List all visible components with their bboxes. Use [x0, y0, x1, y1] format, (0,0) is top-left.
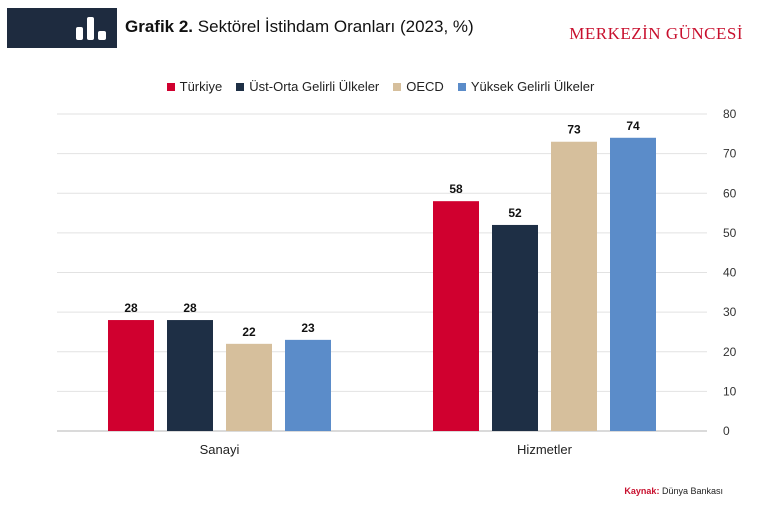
chart-legend: Türkiye Üst-Orta Gelirli Ülkeler OECD Yü…: [0, 79, 761, 94]
legend-label: OECD: [406, 79, 444, 94]
source-note: Kaynak: Dünya Bankası: [624, 486, 723, 496]
source-label: Kaynak:: [624, 486, 660, 496]
y-tick-label: 0: [723, 424, 730, 438]
legend-label: Üst-Orta Gelirli Ülkeler: [249, 79, 380, 94]
data-label: 22: [242, 325, 256, 339]
data-label: 73: [567, 123, 581, 137]
category-label: Hizmetler: [517, 442, 573, 457]
legend-label: Yüksek Gelirli Ülkeler: [470, 79, 595, 94]
data-label: 28: [183, 301, 197, 315]
bar: [226, 343, 272, 431]
page-title: Grafik 2. Sektörel İstihdam Oranları (20…: [125, 17, 474, 37]
data-label: 58: [449, 182, 463, 196]
y-tick-label: 70: [723, 147, 737, 161]
legend-swatch: [393, 82, 402, 91]
legend-swatch: [166, 82, 175, 91]
legend-swatch: [457, 82, 466, 91]
bar: [610, 137, 656, 431]
legend-item-upper-middle-income: Üst-Orta Gelirli Ülkeler: [236, 79, 379, 94]
y-tick-label: 30: [723, 305, 737, 319]
source-text: Dünya Bankası: [661, 486, 723, 496]
data-label: 28: [124, 301, 138, 315]
y-tick-label: 60: [723, 186, 737, 200]
bar: [492, 224, 538, 431]
chart-logo-box: [7, 8, 117, 48]
y-tick-label: 40: [723, 266, 737, 280]
y-tick-label: 10: [723, 384, 737, 398]
y-tick-label: 80: [723, 107, 737, 121]
bar: [285, 339, 331, 431]
y-tick-label: 20: [723, 345, 737, 359]
y-tick-label: 50: [723, 226, 737, 240]
data-label: 52: [508, 206, 522, 220]
bar-chart-icon: [76, 17, 106, 40]
legend-label: Türkiye: [179, 79, 223, 94]
bar: [551, 141, 597, 432]
legend-swatch: [236, 82, 245, 91]
bar: [167, 320, 213, 431]
bar: [433, 201, 479, 431]
brand-logo: MERKEZİN GÜNCESİ: [569, 24, 743, 43]
legend-item-high-income: Yüksek Gelirli Ülkeler: [457, 79, 595, 94]
bar: [108, 320, 154, 431]
data-label: 23: [301, 321, 315, 335]
legend-item-oecd: OECD: [393, 79, 444, 94]
category-label: Sanayi: [200, 442, 240, 457]
title-text: Sektörel İstihdam Oranları (2023, %): [197, 17, 474, 36]
data-label: 74: [626, 119, 640, 133]
legend-item-turkiye: Türkiye: [166, 79, 223, 94]
title-bold: Grafik 2.: [125, 17, 194, 36]
